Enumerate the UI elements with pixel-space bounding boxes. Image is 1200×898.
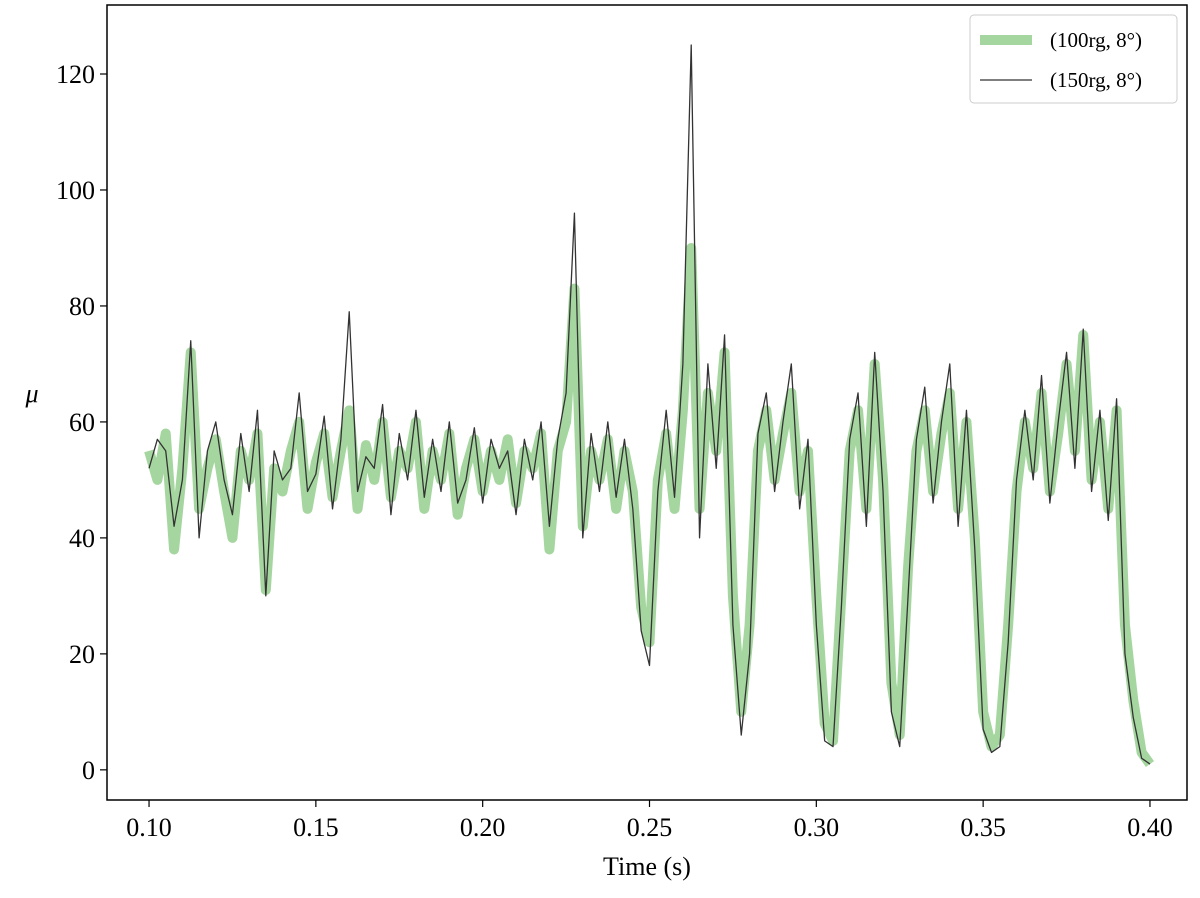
y-tick-label: 80 [69,292,95,321]
x-tick-label: 0.30 [794,813,840,842]
y-tick-label: 40 [69,524,95,553]
y-tick-label: 20 [69,640,95,669]
y-tick-label: 100 [56,176,95,205]
legend-label: (100rg, 8°) [1050,28,1142,52]
x-tick-label: 0.25 [627,813,673,842]
x-tick-label: 0.20 [460,813,506,842]
x-axis-label: Time (s) [603,852,691,881]
plot-frame [106,4,1188,801]
series-line [144,242,1155,767]
x-tick-label: 0.35 [960,813,1006,842]
y-axis-label: μ [24,379,38,408]
x-tick-label: 0.40 [1127,813,1173,842]
legend-label: (150rg, 8°) [1050,68,1142,92]
x-tick-label: 0.15 [293,813,339,842]
y-tick-label: 120 [56,60,95,89]
series-line [148,44,1151,765]
y-tick-label: 60 [69,408,95,437]
x-tick-label: 0.10 [126,813,172,842]
y-tick-label: 0 [82,756,95,785]
